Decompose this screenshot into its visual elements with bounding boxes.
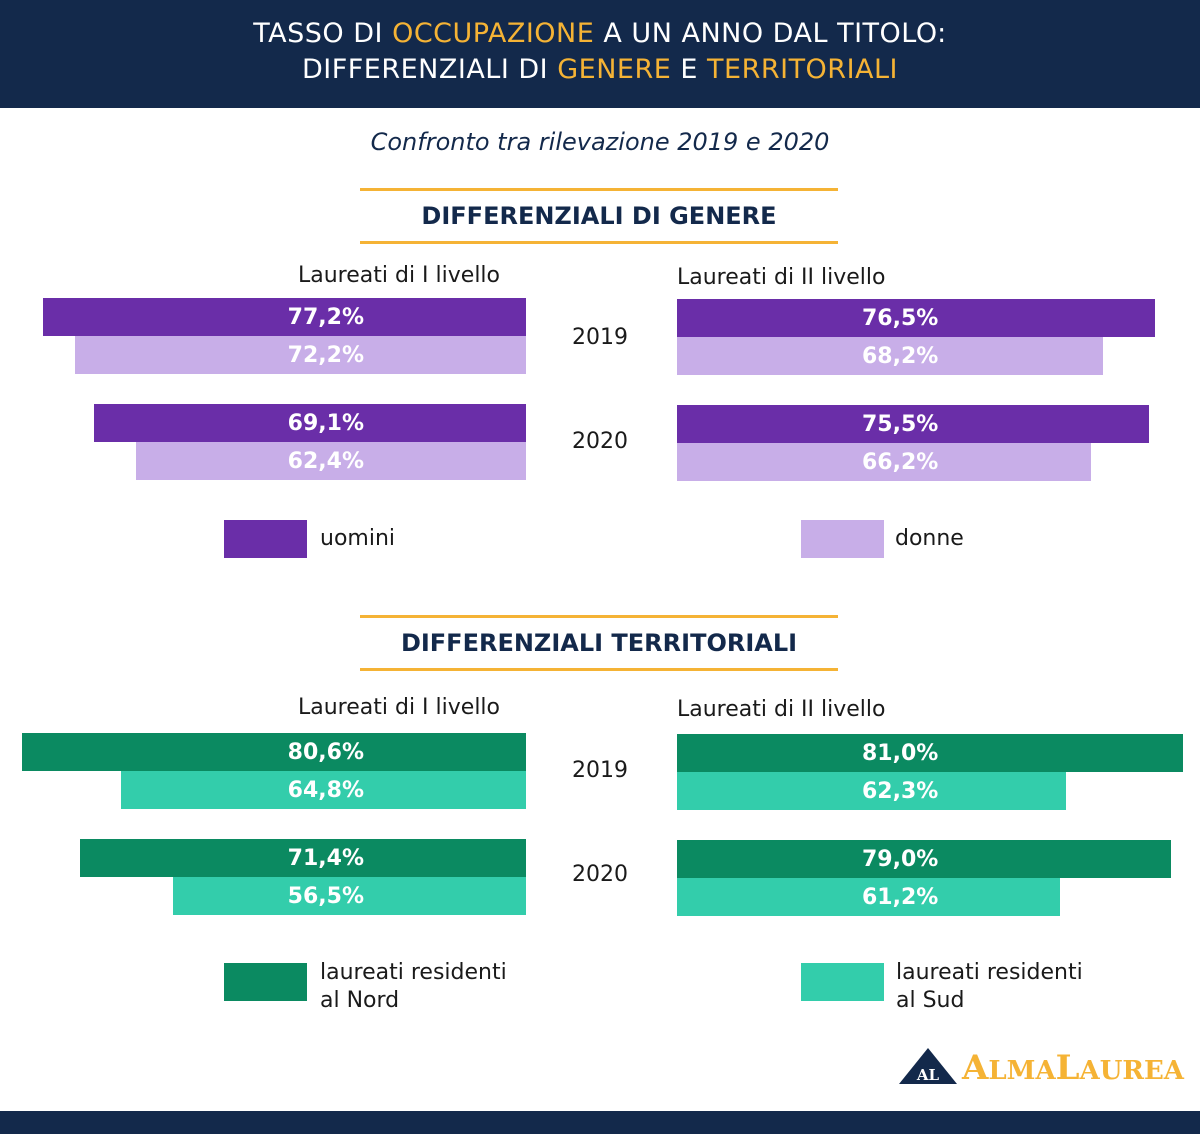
bar-territoriali-level2-2020-first: 79,0% (677, 840, 1171, 878)
legend-label-nord-line2: al Nord (320, 988, 400, 1013)
legend-label-donne: donne (895, 526, 964, 551)
almalaurea-logo: AL (899, 1048, 957, 1084)
title-highlight: GENERE (557, 54, 672, 85)
title-text: TASSO DI (253, 18, 393, 49)
panel-label-genere-level1: Laureati di I livello (298, 263, 501, 288)
bar-territoriali-level1-2020-first: 71,4% (80, 839, 526, 877)
bar-territoriali-level2-2020-second: 61,2% (677, 878, 1060, 916)
title-highlight: OCCUPAZIONE (392, 18, 595, 49)
legend-label-sud-line2: al Sud (896, 988, 965, 1013)
year-label-territoriali-2019: 2019 (572, 758, 628, 783)
bar-value-label: 71,4% (287, 845, 364, 871)
title-text: E (671, 54, 708, 85)
logo-triangle-shape (899, 1048, 957, 1084)
bar-genere-level1-2020-first: 69,1% (94, 404, 526, 442)
logo-wordmark: ALMALAUREA (962, 1048, 1184, 1088)
legend-label-nord-line1: laureati residenti (320, 960, 507, 985)
bar-genere-level2-2020-second: 66,2% (677, 443, 1091, 481)
footer-band (0, 1111, 1200, 1134)
legend-label-uomini: uomini (320, 526, 396, 551)
title-line-2: DIFFERENZIALI DI GENERE E TERRITORIALI (0, 54, 1200, 85)
bar-value-label: 62,3% (862, 778, 939, 804)
year-label-territoriali-2020: 2020 (572, 862, 628, 887)
bar-territoriali-level1-2019-first: 80,6% (22, 733, 526, 771)
legend-swatch-uomini (224, 520, 307, 558)
legend-swatch-nord (224, 963, 307, 1001)
bar-genere-level2-2019-first: 76,5% (677, 299, 1155, 337)
bar-genere-level2-2019-second: 68,2% (677, 337, 1103, 375)
bar-value-label: 64,8% (287, 777, 364, 803)
panel-label-genere-level2: Laureati di II livello (677, 265, 886, 290)
bar-value-label: 66,2% (862, 449, 939, 475)
bar-value-label: 69,1% (287, 410, 364, 436)
logo-letters: AUREA (1079, 1056, 1184, 1086)
bar-genere-level1-2019-first: 77,2% (43, 298, 526, 336)
bar-value-label: 76,5% (862, 305, 939, 331)
year-label-genere-2020: 2020 (572, 429, 628, 454)
bar-value-label: 61,2% (862, 884, 939, 910)
bar-value-label: 79,0% (862, 846, 939, 872)
bar-value-label: 77,2% (287, 304, 364, 330)
bar-value-label: 72,2% (287, 342, 364, 368)
bar-genere-level2-2020-first: 75,5% (677, 405, 1149, 443)
section-heading-genere: DIFFERENZIALI DI GENERE (360, 188, 838, 244)
bar-value-label: 75,5% (862, 411, 939, 437)
legend-label-sud-line1: laureati residenti (896, 960, 1083, 985)
legend-label-sud: laureati residenti al Sud (896, 959, 1083, 1015)
legend-swatch-sud (801, 963, 884, 1001)
title-text: A UN ANNO DAL TITOLO: (594, 18, 947, 49)
logo-mark: AL (916, 1066, 940, 1084)
bar-territoriali-level1-2020-second: 56,5% (173, 877, 526, 915)
bar-territoriali-level2-2019-second: 62,3% (677, 772, 1066, 810)
bar-value-label: 81,0% (862, 740, 939, 766)
legend-label-nord: laureati residenti al Nord (320, 959, 507, 1015)
bar-value-label: 62,4% (287, 448, 364, 474)
bar-territoriali-level1-2019-second: 64,8% (121, 771, 526, 809)
logo-letter: L (1055, 1048, 1080, 1088)
title-text: DIFFERENZIALI DI (301, 54, 558, 85)
panel-label-territoriali-level2: Laureati di II livello (677, 697, 886, 722)
bar-value-label: 68,2% (862, 343, 939, 369)
logo-letter: A (962, 1048, 989, 1088)
title-highlight: TERRITORIALI (707, 54, 899, 85)
logo-letters: LMA (988, 1056, 1056, 1086)
section-heading-territoriali: DIFFERENZIALI TERRITORIALI (360, 615, 838, 671)
bar-value-label: 80,6% (287, 739, 364, 765)
bar-genere-level1-2020-second: 62,4% (136, 442, 526, 480)
year-label-genere-2019: 2019 (572, 325, 628, 350)
title-line-1: TASSO DI OCCUPAZIONE A UN ANNO DAL TITOL… (0, 18, 1200, 49)
header-banner (0, 0, 1200, 108)
panel-label-territoriali-level1: Laureati di I livello (298, 695, 501, 720)
bar-territoriali-level2-2019-first: 81,0% (677, 734, 1183, 772)
subtitle: Confronto tra rilevazione 2019 e 2020 (370, 128, 830, 156)
bar-value-label: 56,5% (287, 883, 364, 909)
bar-genere-level1-2019-second: 72,2% (75, 336, 526, 374)
legend-swatch-donne (801, 520, 884, 558)
